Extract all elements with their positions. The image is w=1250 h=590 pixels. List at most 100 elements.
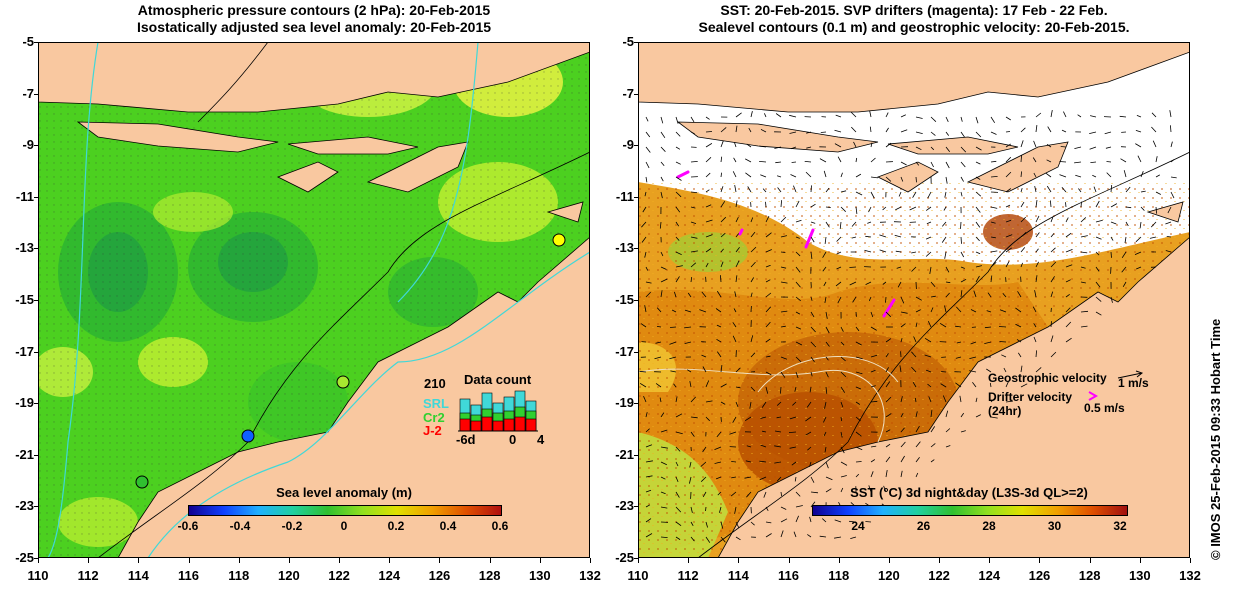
velocity-arrow	[765, 386, 769, 394]
velocity-arrow	[915, 441, 921, 448]
velocity-arrow	[1065, 337, 1072, 343]
left-latitude-label: -23	[15, 498, 34, 514]
sst-map[interactable]	[638, 42, 1190, 558]
velocity-arrow	[840, 475, 847, 478]
velocity-arrow	[924, 354, 932, 358]
velocity-arrow	[675, 206, 681, 213]
velocity-arrow	[990, 262, 997, 268]
velocity-arrow	[885, 413, 892, 418]
velocity-arrow	[959, 395, 962, 403]
velocity-arrow	[790, 146, 797, 150]
velocity-arrow	[1169, 110, 1172, 118]
velocity-arrow	[702, 446, 707, 453]
velocity-arrow	[690, 221, 697, 224]
velocity-arrow	[825, 326, 830, 334]
velocity-arrow	[1078, 188, 1082, 193]
velocity-arrow	[660, 191, 663, 199]
velocity-arrow	[990, 160, 997, 163]
left-latitude-tick	[34, 506, 38, 508]
velocity-arrow	[765, 249, 772, 253]
velocity-arrow	[734, 142, 737, 148]
velocity-arrow	[735, 217, 739, 223]
velocity-arrow	[930, 116, 937, 122]
velocity-arrow	[944, 251, 947, 259]
velocity-arrow	[810, 476, 815, 483]
velocity-arrow	[1105, 146, 1112, 149]
velocity-arrow	[760, 174, 767, 178]
velocity-arrow	[819, 535, 827, 538]
velocity-arrow	[849, 281, 857, 286]
velocity-arrow	[776, 175, 782, 178]
velocity-arrow	[913, 336, 917, 343]
right-latitude-label: -23	[615, 498, 634, 514]
velocity-arrow	[765, 306, 771, 313]
geostrophic-scale-arrow	[1117, 370, 1144, 379]
velocity-arrow	[765, 371, 772, 376]
velocity-arrow	[759, 145, 767, 148]
velocity-arrow	[690, 236, 698, 239]
velocity-arrow	[780, 310, 788, 313]
right-longitude-label: 122	[928, 568, 950, 583]
velocity-arrow	[911, 266, 917, 272]
left-latitude-label: -9	[22, 137, 34, 153]
velocity-arrow	[945, 161, 950, 169]
velocity-arrow	[750, 292, 753, 298]
left-latitude-tick	[34, 558, 38, 559]
velocity-arrow	[975, 206, 981, 213]
left-title-line2: Isostatically adjusted sea level anomaly…	[136, 19, 492, 35]
velocity-arrow	[855, 191, 863, 196]
velocity-arrow	[915, 131, 923, 134]
velocity-arrow	[760, 444, 767, 448]
velocity-arrow	[1122, 281, 1127, 288]
velocity-arrow	[1140, 206, 1145, 211]
right-latitude-tick	[634, 145, 638, 147]
velocity-arrow	[999, 309, 1007, 313]
velocity-arrow	[899, 365, 902, 373]
velocity-arrow	[1061, 186, 1067, 193]
velocity-arrow	[825, 386, 828, 394]
velocity-arrow	[960, 131, 965, 138]
velocity-arrow	[956, 306, 962, 313]
left-longitude-tick	[389, 558, 391, 563]
velocity-arrow	[795, 236, 800, 239]
velocity-arrow	[1034, 290, 1037, 298]
velocity-arrow	[746, 445, 752, 448]
right-longitude-tick	[738, 558, 740, 563]
velocity-arrow	[960, 266, 965, 269]
left-longitude-label: 132	[579, 568, 601, 583]
velocity-arrow	[702, 366, 707, 373]
velocity-arrow	[885, 311, 892, 318]
velocity-arrow	[690, 506, 693, 513]
velocity-arrow	[750, 231, 756, 238]
velocity-arrow	[702, 491, 707, 498]
velocity-arrow	[1170, 159, 1175, 163]
velocity-arrow	[807, 446, 812, 451]
velocity-arrow	[690, 161, 698, 163]
velocity-arrow	[791, 161, 797, 163]
velocity-arrow	[716, 290, 722, 298]
velocity-arrow	[690, 206, 696, 209]
left-latitude-tick	[34, 248, 38, 250]
velocity-arrow	[804, 161, 812, 163]
velocity-arrow	[882, 281, 887, 285]
velocity-arrow	[1065, 232, 1072, 238]
sea-level-anomaly-map[interactable]	[38, 42, 590, 558]
velocity-arrow	[925, 369, 932, 373]
velocity-arrow	[810, 296, 813, 301]
velocity-arrow	[855, 416, 861, 422]
velocity-arrow	[1005, 219, 1012, 223]
velocity-arrow	[645, 131, 651, 138]
sst-map-svg	[638, 42, 1190, 558]
right-latitude-tick	[634, 454, 638, 456]
velocity-arrow	[656, 326, 662, 328]
velocity-arrow	[915, 309, 921, 313]
velocity-arrow	[670, 370, 677, 373]
velocity-arrow	[780, 251, 786, 253]
velocity-arrow	[975, 161, 981, 165]
sst-colorbar-title: SST (°C) 3d night&day (L3S-3d QL>=2)	[850, 485, 1088, 500]
sla-colorbar-tick-label: -0.6	[177, 519, 199, 533]
velocity-arrow	[776, 476, 782, 482]
right-latitude-label: -19	[615, 395, 634, 411]
left-latitude-tick	[34, 403, 38, 405]
velocity-arrow	[807, 534, 812, 538]
